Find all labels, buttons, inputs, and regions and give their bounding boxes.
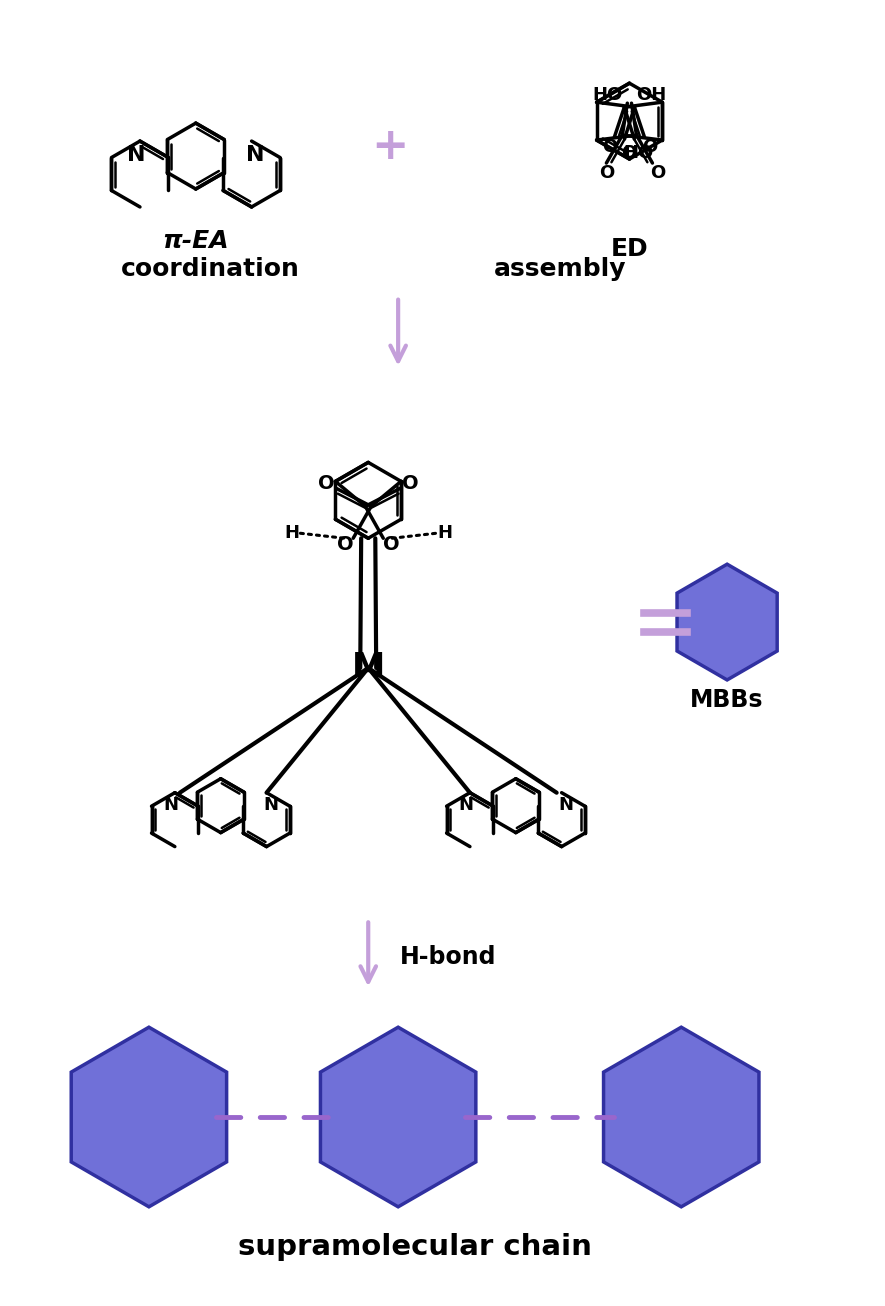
Text: O: O <box>602 138 617 157</box>
Text: HO: HO <box>623 144 653 162</box>
Text: supramolecular chain: supramolecular chain <box>238 1233 592 1260</box>
Polygon shape <box>604 1028 759 1207</box>
Text: O: O <box>318 474 335 492</box>
Text: coordination: coordination <box>121 257 300 281</box>
Text: π-EA: π-EA <box>163 229 229 253</box>
Text: O: O <box>621 144 636 162</box>
Text: O: O <box>402 474 419 492</box>
Polygon shape <box>677 564 777 680</box>
Text: O: O <box>650 165 665 182</box>
Text: N: N <box>263 795 278 814</box>
Text: MBBs: MBBs <box>690 688 764 712</box>
Text: H: H <box>284 524 299 542</box>
Text: ED: ED <box>611 236 648 261</box>
Text: H: H <box>437 524 452 542</box>
Text: N: N <box>558 795 573 814</box>
Text: N: N <box>458 795 473 814</box>
Text: N: N <box>246 145 265 165</box>
Text: N: N <box>127 145 145 165</box>
Text: O: O <box>337 534 353 554</box>
Text: O: O <box>383 534 399 554</box>
Polygon shape <box>320 1028 476 1207</box>
Polygon shape <box>71 1028 227 1207</box>
Text: O: O <box>599 165 614 182</box>
Text: HO: HO <box>592 86 622 104</box>
Text: H-bond: H-bond <box>400 946 496 969</box>
Text: O: O <box>642 138 657 157</box>
Text: OH: OH <box>636 86 666 104</box>
Text: +: + <box>372 124 409 167</box>
Text: N: N <box>164 795 179 814</box>
Text: M: M <box>351 652 385 684</box>
Text: assembly: assembly <box>493 257 626 281</box>
